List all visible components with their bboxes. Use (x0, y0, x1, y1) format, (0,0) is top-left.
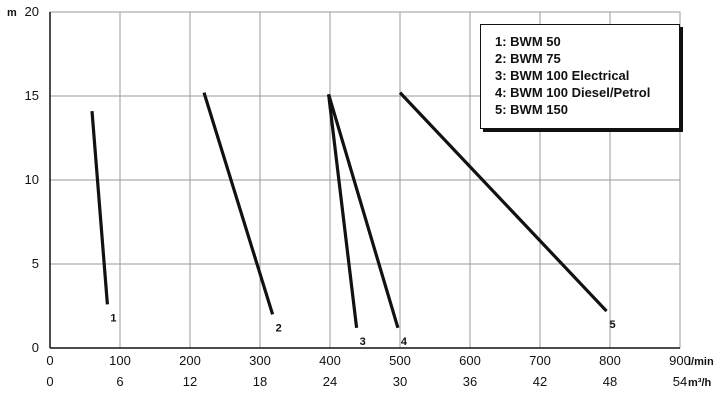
x2-tick-label: 30 (393, 374, 407, 389)
y-tick-label: 10 (25, 172, 39, 187)
x2-tick-label: 6 (116, 374, 123, 389)
legend-item-bwm-100-diesel-petrol: 4: BWM 100 Diesel/Petrol (495, 85, 651, 100)
y-tick-label: 0 (32, 340, 39, 355)
x2-tick-label: 42 (533, 374, 547, 389)
x-tick-label: 900 (669, 353, 691, 368)
curve-line-4 (327, 93, 400, 329)
curve-label-5: 5 (610, 319, 616, 331)
x2-tick-label: 48 (603, 374, 617, 389)
x-tick-label: 300 (249, 353, 271, 368)
y-tick-label: 15 (25, 88, 39, 103)
x-tick-label: 200 (179, 353, 201, 368)
x2-tick-label: 12 (183, 374, 197, 389)
x-tick-label: 700 (529, 353, 551, 368)
x2-tick-label: 54 (673, 374, 687, 389)
x2-tick-label: 0 (46, 374, 53, 389)
x-tick-label: 500 (389, 353, 411, 368)
curve-line-2 (202, 92, 275, 315)
x2-tick-label: 24 (323, 374, 337, 389)
x-tick-label: 100 (109, 353, 131, 368)
x-tick-label: 800 (599, 353, 621, 368)
x2-tick-label: 36 (463, 374, 477, 389)
x-tick-label: 0 (46, 353, 53, 368)
curve-label-1: 1 (110, 312, 116, 324)
curve-line-1 (90, 110, 109, 305)
performance-curves: 1 2 3 4 5 (90, 91, 616, 348)
x-unit-label: l/min (688, 356, 714, 368)
x2-tick-label: 18 (253, 374, 267, 389)
legend: 1: BWM 50 2: BWM 75 3: BWM 100 Electrica… (480, 24, 680, 129)
y-tick-label: 5 (32, 256, 39, 271)
curve-line-5 (398, 91, 608, 313)
legend-item-bwm-150: 5: BWM 150 (495, 102, 568, 117)
y-unit-label: m (7, 7, 17, 19)
legend-item-bwm-50: 1: BWM 50 (495, 34, 561, 49)
curve-label-2: 2 (276, 322, 282, 334)
curve-label-3: 3 (360, 336, 366, 348)
curve-line-3 (327, 94, 359, 329)
x-tick-label: 600 (459, 353, 481, 368)
legend-item-bwm-100-electrical: 3: BWM 100 Electrical (495, 68, 630, 83)
y-tick-label: 20 (25, 4, 39, 19)
legend-item-bwm-75: 2: BWM 75 (495, 51, 561, 66)
x2-unit-label: m³/h (688, 377, 712, 389)
curve-label-4: 4 (401, 336, 408, 348)
x-tick-label: 400 (319, 353, 341, 368)
